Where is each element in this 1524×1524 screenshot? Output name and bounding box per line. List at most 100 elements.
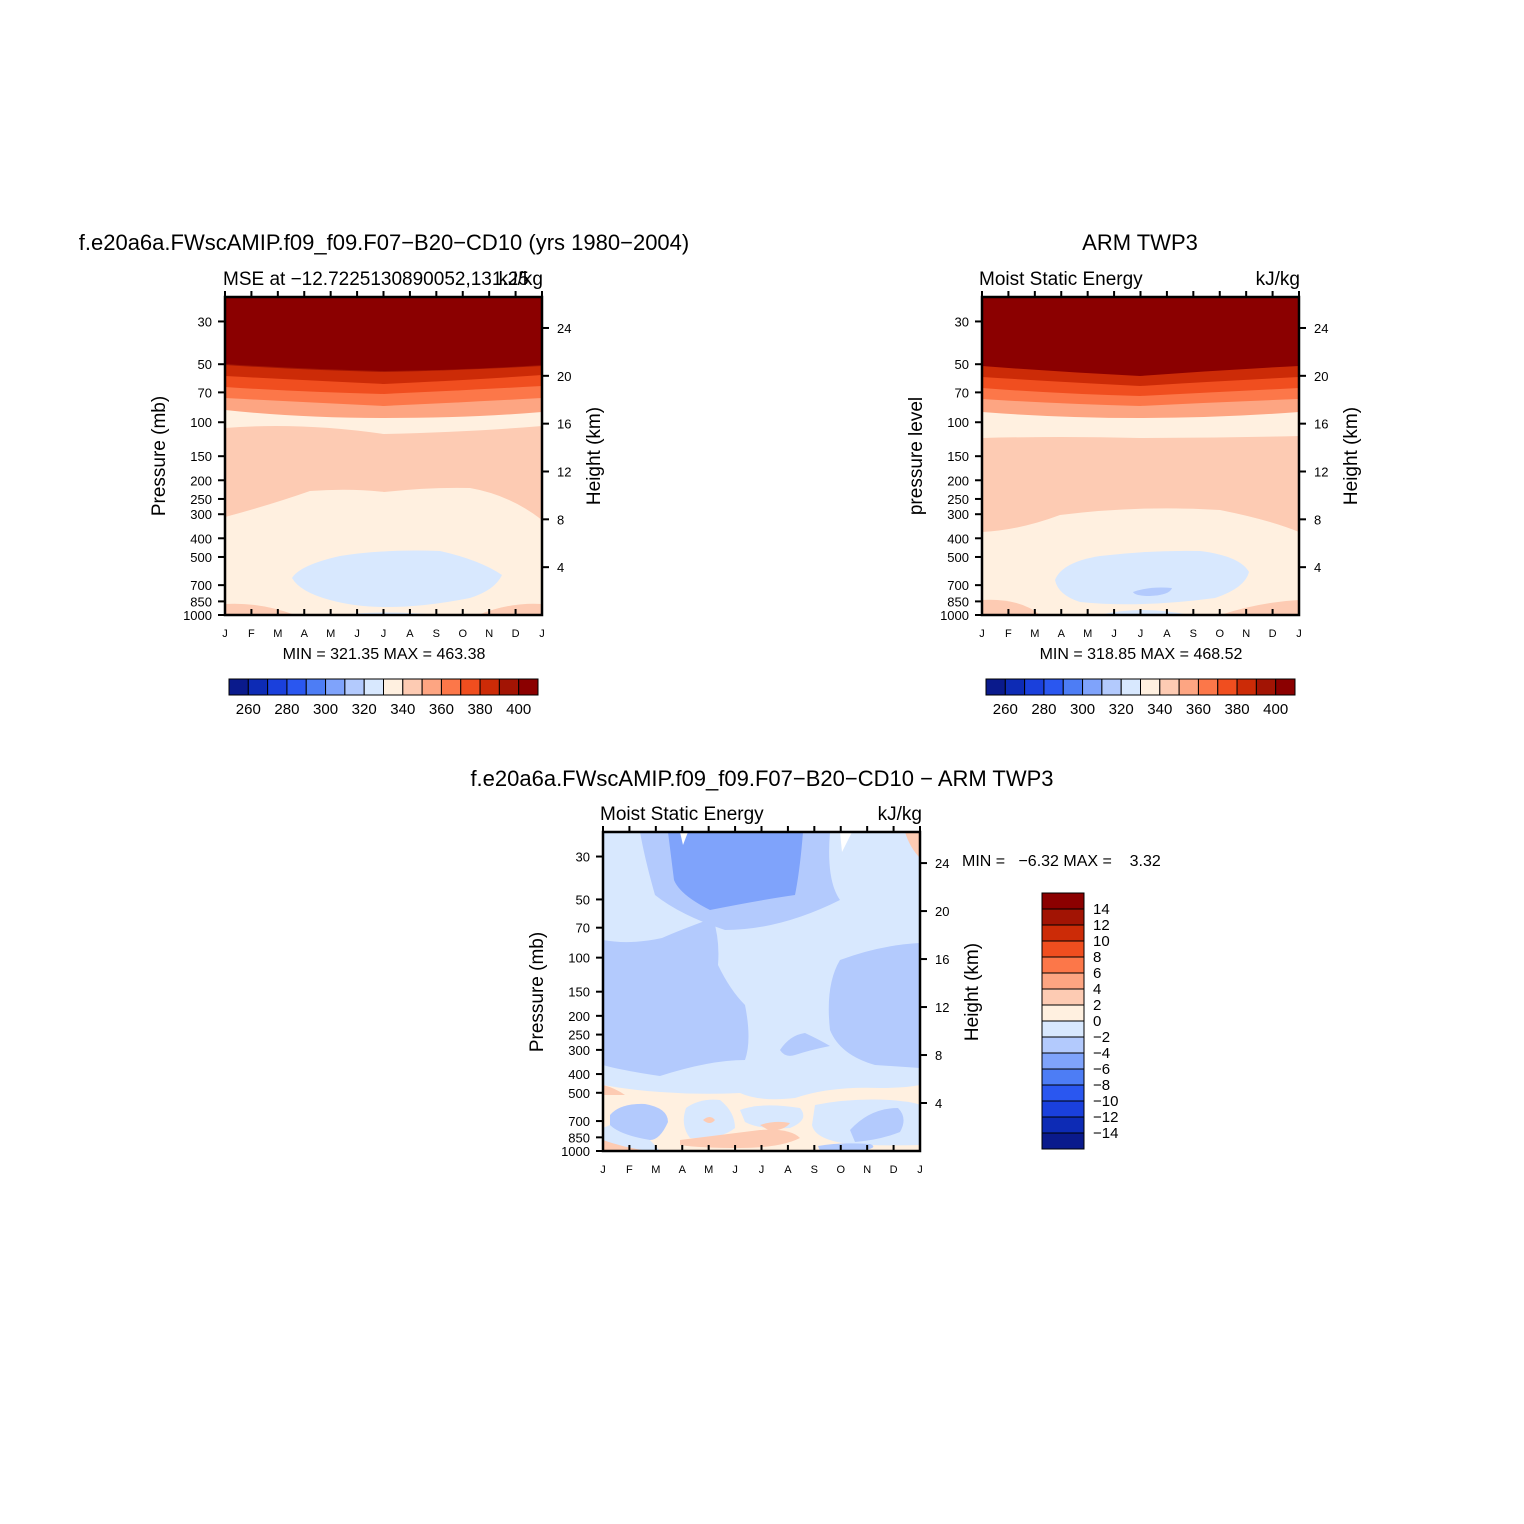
y-tick-label: 30 — [198, 314, 212, 329]
x-tick-label: D — [512, 628, 520, 640]
y-tick-label-right: 24 — [935, 856, 949, 871]
y-tick-label: 250 — [190, 492, 212, 507]
panel-units: kJ/kg — [878, 804, 922, 825]
colorbar-label: −2 — [1093, 1029, 1110, 1046]
x-tick-label: M — [704, 1164, 713, 1176]
x-tick-label: J — [354, 628, 360, 640]
colorbar-swatch — [1041, 1036, 1085, 1054]
y-tick-label: 850 — [947, 594, 969, 609]
colorbar-label: 360 — [429, 701, 454, 718]
y-tick-label: 30 — [955, 314, 969, 329]
y-tick-label: 700 — [947, 578, 969, 593]
x-tick-label: A — [679, 1164, 687, 1176]
colorbar-swatch — [1041, 908, 1085, 926]
panel-title: ARM TWP3 — [1082, 230, 1198, 255]
min-max-readout: MIN = 321.35 MAX = 463.38 — [283, 646, 486, 663]
y-tick-label-right: 8 — [1314, 512, 1321, 527]
panel-units: kJ/kg — [499, 269, 543, 290]
colorbar-swatch — [421, 678, 442, 696]
colorbar-label: 6 — [1093, 965, 1101, 982]
contour-field — [603, 832, 920, 1151]
y-tick-label-right: 8 — [557, 512, 564, 527]
colorbar-label: 340 — [390, 701, 415, 718]
colorbar-label: 14 — [1093, 901, 1110, 918]
y-tick-label-right: 20 — [1314, 369, 1328, 384]
colorbar-swatch — [325, 678, 346, 696]
panel-model: f.e20a6a.FWscAMIP.f09_f09.F07−B20−CD10 (… — [79, 230, 689, 718]
colorbar: 260 280 300 320 340 360 380 400 — [228, 678, 539, 718]
colorbar-swatch — [247, 678, 269, 696]
y-tick-label-right: 24 — [557, 321, 571, 336]
colorbar-label: −10 — [1093, 1093, 1118, 1110]
colorbar-swatch — [228, 678, 249, 696]
x-tick-label: A — [1058, 628, 1066, 640]
colorbar-label: 260 — [993, 701, 1018, 718]
y-axis-label-left: Pressure (mb) — [527, 932, 548, 1052]
y-tick-label-right: 24 — [1314, 321, 1328, 336]
y-tick-label: 300 — [568, 1043, 590, 1058]
colorbar-swatch — [1178, 678, 1199, 696]
colorbar-swatch — [1041, 1068, 1085, 1086]
min-max-readout: MIN = −6.32 MAX = 3.32 — [962, 853, 1161, 870]
colorbar-label: −12 — [1093, 1109, 1118, 1126]
y-tick-label-right: 16 — [1314, 417, 1328, 432]
y-tick-label: 200 — [568, 1009, 590, 1024]
x-tick-label: D — [1269, 628, 1277, 640]
y-axis-label-right: Height (km) — [584, 407, 605, 505]
colorbar-swatch — [1041, 1084, 1085, 1102]
colorbar-label: 380 — [468, 701, 493, 718]
colorbar-swatch — [1043, 678, 1064, 696]
x-tick-label: S — [811, 1164, 818, 1176]
y-tick-label: 70 — [955, 385, 969, 400]
colorbar-label: 4 — [1093, 981, 1101, 998]
panel-subtitle: Moist Static Energy — [979, 269, 1143, 290]
min-max-readout: MIN = 318.85 MAX = 468.52 — [1040, 646, 1243, 663]
y-tick-label: 500 — [568, 1086, 590, 1101]
colorbar-swatch — [460, 678, 481, 696]
y-tick-label-right: 8 — [935, 1048, 942, 1063]
x-tick-label: J — [979, 628, 985, 640]
colorbar-swatch — [1041, 924, 1085, 942]
panel-title: f.e20a6a.FWscAMIP.f09_f09.F07−B20−CD10 −… — [470, 766, 1053, 791]
colorbar-label: −14 — [1093, 1125, 1118, 1142]
x-tick-label: A — [301, 628, 309, 640]
colorbar-label: 0 — [1093, 1013, 1101, 1030]
colorbar-swatch — [267, 678, 288, 696]
x-tick-label: J — [1296, 628, 1302, 640]
x-tick-label: A — [784, 1164, 792, 1176]
colorbar-swatch — [479, 678, 500, 696]
x-tick-label: S — [1190, 628, 1197, 640]
y-tick-label: 700 — [190, 578, 212, 593]
y-tick-label: 250 — [568, 1028, 590, 1043]
colorbar-label: 400 — [1263, 701, 1288, 718]
colorbar-swatch — [1197, 678, 1219, 696]
y-tick-label: 700 — [568, 1114, 590, 1129]
colorbar-swatch — [440, 678, 462, 696]
colorbar-swatch — [498, 678, 520, 696]
colorbar-label: 280 — [274, 701, 299, 718]
colorbar-label: 320 — [352, 701, 377, 718]
colorbar-swatch — [305, 678, 327, 696]
colorbar-label: 300 — [313, 701, 338, 718]
colorbar-label: −8 — [1093, 1077, 1110, 1094]
x-tick-label: O — [836, 1164, 845, 1176]
colorbar-swatch — [1041, 1052, 1085, 1070]
colorbar-swatch — [1255, 678, 1277, 696]
colorbar-swatch — [1041, 1100, 1085, 1118]
y-tick-label: 150 — [568, 985, 590, 1000]
colorbar-label: 340 — [1147, 701, 1172, 718]
colorbar-label: −6 — [1093, 1061, 1110, 1078]
colorbar-swatch — [1024, 678, 1045, 696]
y-tick-label: 30 — [576, 850, 590, 865]
x-tick-label: F — [626, 1164, 633, 1176]
colorbar-label: 260 — [236, 701, 261, 718]
colorbar-label: 360 — [1186, 701, 1211, 718]
colorbar-label: 8 — [1093, 949, 1101, 966]
y-tick-label: 300 — [190, 507, 212, 522]
panel-units: kJ/kg — [1256, 269, 1300, 290]
colorbar-label: 2 — [1093, 997, 1101, 1014]
colorbar-swatch — [1041, 956, 1085, 974]
colorbar-swatch — [1041, 1004, 1085, 1022]
